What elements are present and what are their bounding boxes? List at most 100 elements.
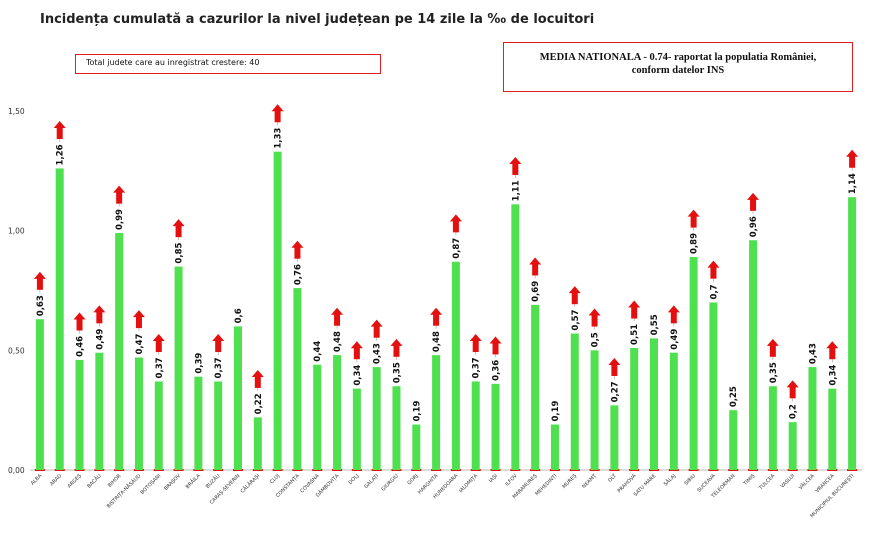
increase-arrow-icon (747, 192, 760, 200)
category-label: ILFOV (504, 473, 519, 488)
category-label: IALOMIȚA (458, 473, 479, 494)
increase-arrow-icon (608, 357, 621, 365)
category-label: NEAMȚ (581, 473, 598, 490)
bar-cara-severin (234, 326, 242, 470)
bar-arad (55, 168, 64, 470)
bar-gorj (412, 424, 421, 470)
value-label: 1,33 (274, 128, 284, 149)
national-average-line1: MEDIA NATIONALA - 0.74- raportat la popu… (539, 52, 817, 63)
increase-arrow-icon (390, 338, 403, 346)
bar-bihor (115, 233, 124, 470)
national-average-line2: conform datelor INS (631, 65, 725, 76)
increase-arrow-shaft (334, 313, 341, 326)
increase-arrow-shaft (393, 344, 400, 357)
bar-tulcea (768, 386, 777, 470)
value-label: 0,36 (492, 360, 502, 381)
value-label: 1,11 (511, 180, 521, 201)
value-label: 0,89 (690, 233, 700, 254)
increase-arrow-icon (449, 214, 462, 222)
increase-arrow-icon (766, 338, 779, 346)
increase-arrow-shaft (611, 363, 618, 376)
category-label: BISTRIȚA-NĂSĂUD (105, 472, 142, 509)
increase-arrow-shaft (789, 386, 796, 399)
increase-arrow-shaft (849, 155, 856, 168)
value-label: 0,19 (551, 400, 561, 421)
value-label: 0,85 (175, 243, 185, 264)
increase-arrow-shaft (373, 325, 380, 338)
increase-arrow-icon (251, 369, 264, 377)
increase-arrow-shaft (175, 225, 182, 238)
bar-neam- (590, 350, 599, 470)
increase-arrow-icon (687, 209, 700, 217)
increase-arrow-shaft (492, 342, 499, 355)
bar-teleorman (729, 410, 738, 470)
category-label: GIURGIU (380, 473, 400, 493)
bar-timi- (749, 240, 758, 470)
increase-arrow-shaft (294, 246, 301, 259)
increase-arrow-shaft (96, 311, 103, 324)
y-tick-label: 1,00 (8, 227, 25, 236)
bar-c-l-ra-i (253, 417, 262, 470)
bar-hunedoara (451, 261, 460, 470)
value-label: 0,96 (749, 216, 759, 237)
bar-alba (35, 319, 44, 470)
category-label: GALAȚI (363, 473, 380, 490)
increase-arrow-shaft (750, 198, 757, 211)
increase-arrow-icon (53, 121, 66, 129)
increase-arrow-icon (212, 334, 225, 342)
bar-ia-i (491, 383, 500, 470)
y-tick-label: 1,50 (8, 107, 25, 116)
chart-title: Incidența cumulată a cazurilor la nivel … (40, 12, 595, 27)
bar-maramure- (531, 304, 540, 470)
increase-arrow-shaft (215, 340, 222, 353)
increase-arrow-icon (489, 336, 502, 344)
bar-s-laj (669, 352, 678, 470)
increase-arrow-shaft (472, 340, 479, 353)
bar-br-ila (194, 376, 203, 470)
bar-boto-ani (154, 381, 163, 470)
bar-gala-i (372, 367, 381, 470)
increase-arrow-shaft (631, 306, 638, 319)
increase-arrow-shaft (591, 314, 598, 327)
increase-arrow-icon (93, 305, 106, 313)
bar-prahova (630, 347, 639, 470)
value-label: 0,19 (412, 400, 422, 421)
increase-arrow-icon (529, 257, 542, 265)
value-label: 0,69 (531, 281, 541, 302)
category-label: CLUJ (269, 473, 281, 485)
increase-arrow-shaft (710, 266, 717, 279)
value-label: 0,87 (452, 238, 462, 259)
increase-arrow-icon (113, 185, 126, 193)
value-label: 0,55 (650, 314, 660, 335)
category-label: VÂLCEA (797, 472, 816, 491)
increase-arrow-icon (846, 149, 859, 157)
increase-arrow-shaft (690, 215, 697, 228)
increase-arrow-shaft (829, 347, 836, 360)
increase-arrow-shaft (512, 162, 519, 175)
category-label: CĂLĂRAȘI (239, 472, 261, 494)
bar-constan-a (293, 288, 302, 470)
bar-suceava (709, 302, 718, 470)
increase-arrow-icon (271, 104, 284, 112)
increase-arrow-icon (826, 341, 839, 349)
category-label: SIBIU (683, 473, 697, 487)
value-label: 1,26 (56, 144, 66, 165)
category-label: VASLUI (780, 473, 797, 490)
increase-arrow-shaft (769, 344, 776, 357)
increase-arrow-shaft (353, 347, 360, 360)
bar-buz-u (214, 381, 223, 470)
increase-arrow-icon (509, 156, 522, 164)
category-label: BACĂU (86, 472, 103, 489)
bar-arge- (75, 359, 84, 470)
bar-harghita (432, 355, 441, 470)
bar-v-lcea (808, 367, 817, 470)
increase-arrow-shaft (670, 311, 677, 324)
value-label: 0,37 (472, 357, 482, 378)
increase-arrow-shaft (274, 110, 281, 123)
value-label: 0,44 (313, 341, 323, 362)
increase-arrow-icon (152, 334, 165, 342)
value-label: 0,46 (76, 336, 86, 357)
bar-bac-u (95, 352, 104, 470)
category-label: IAȘI (488, 473, 499, 484)
